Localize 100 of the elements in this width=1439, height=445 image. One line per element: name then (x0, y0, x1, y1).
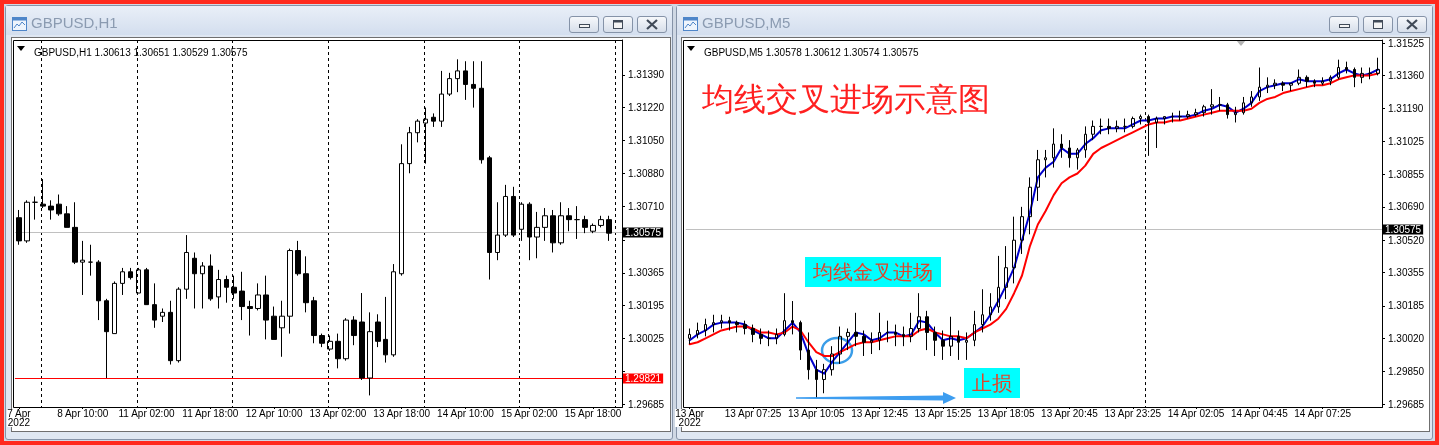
y-tick-label: 1.31390 (628, 69, 665, 81)
annotation: 均线交叉进场示意图 (701, 80, 990, 118)
candlestick (862, 329, 866, 357)
y-tick-label: 1.30520 (1388, 234, 1425, 246)
x-tick-label: 13 Apr 23:25 (1104, 408, 1162, 419)
chart-title: GBPUSD,M5 (702, 14, 791, 32)
candlestick (830, 345, 834, 377)
candlestick (933, 326, 937, 357)
candlestick (1115, 120, 1119, 133)
candlestick (1131, 116, 1135, 129)
candlestick (343, 317, 349, 362)
candlestick (767, 329, 771, 347)
candlestick (399, 143, 404, 277)
candlestick (550, 209, 556, 253)
candlestick (319, 333, 325, 348)
candlestick (917, 292, 921, 333)
candlestick (80, 240, 85, 296)
y-tick-label: 1.30025 (628, 332, 665, 344)
candlestick (192, 251, 197, 309)
candlestick (72, 201, 78, 265)
candlestick (287, 248, 293, 335)
y-tick-label: 1.29685 (1388, 398, 1425, 410)
candlestick (144, 267, 149, 306)
candlestick (1273, 78, 1277, 90)
candlestick (902, 326, 905, 347)
y-tick-label: 1.30710 (628, 200, 665, 212)
candlestick (56, 194, 62, 217)
x-tick-label: 7 Apr 2022 (7, 408, 32, 428)
candlestick (32, 195, 38, 221)
ref-line-label: 1.29821 (625, 373, 662, 384)
candlestick (1226, 102, 1229, 120)
candlestick (415, 118, 420, 143)
candlestick (838, 326, 842, 365)
x-tick-label: 15 Apr 02:00 (500, 408, 559, 419)
candlestick (1313, 78, 1316, 88)
candlestick (455, 58, 460, 93)
candlestick (1091, 120, 1095, 141)
candlestick (1218, 96, 1222, 112)
candlestick (534, 211, 540, 259)
candlestick (168, 300, 173, 366)
candlestick (997, 255, 1000, 314)
candlestick (1194, 108, 1198, 118)
y-tick-label: 1.31050 (628, 134, 665, 146)
candlestick (463, 60, 468, 101)
candlestick (1242, 96, 1245, 116)
candlestick (200, 261, 205, 309)
x-tick-label: 14 Apr 04:45 (1231, 408, 1289, 419)
candlestick (511, 186, 516, 238)
x-tick-label: 13 Apr 15:25 (914, 408, 972, 419)
candlestick (1068, 139, 1071, 169)
x-tick-label: 14 Apr 02:05 (1167, 408, 1225, 419)
annotation: 止损 (972, 371, 1012, 395)
candlestick (1360, 67, 1364, 84)
candlestick (989, 292, 992, 322)
candlestick (383, 296, 388, 364)
candlestick (688, 328, 691, 345)
candlestick (263, 275, 269, 340)
candlestick (981, 288, 984, 333)
candlestick (886, 320, 889, 343)
candlestick (973, 310, 976, 347)
candlestick (759, 328, 763, 345)
candlestick (495, 201, 500, 261)
candlestick (558, 201, 564, 246)
y-tick-label: 1.30185 (1388, 300, 1425, 312)
candlestick (566, 207, 572, 232)
candlestick (1250, 90, 1253, 108)
candlestick (791, 300, 794, 335)
y-tick-label: 1.31360 (1388, 69, 1425, 81)
candlestick (239, 271, 245, 321)
candlestick (925, 310, 929, 351)
y-tick-label: 1.30195 (628, 300, 665, 312)
x-tick-label: 15 Apr 18:00 (564, 408, 622, 419)
candlestick (311, 296, 317, 344)
candlestick (112, 280, 117, 335)
candlestick (582, 215, 588, 234)
candlestick (160, 307, 165, 323)
candlestick (1289, 82, 1293, 92)
candlestick (846, 328, 850, 351)
candlestick (1052, 127, 1055, 169)
candlestick (1202, 104, 1206, 118)
candlestick (822, 363, 826, 394)
x-tick-label: 8 Apr 10:00 (57, 408, 109, 419)
candlestick (152, 282, 157, 329)
candlestick (743, 320, 747, 335)
candlestick (1028, 176, 1032, 235)
candlestick (255, 282, 261, 311)
candlestick (783, 292, 786, 337)
text: GBPUSD,H1 1.30613 1.30651 1.30529 1.30575 (34, 46, 248, 58)
candlestick (1012, 216, 1016, 284)
chart-title: GBPUSD,H1 (31, 14, 118, 32)
y-tick-label: 1.30880 (628, 167, 665, 179)
candlestick (1107, 118, 1111, 135)
candlestick (120, 267, 125, 296)
candlestick (1337, 59, 1340, 80)
candlestick (894, 324, 897, 347)
candlestick (712, 314, 715, 333)
candlestick (735, 320, 739, 333)
candlestick (799, 320, 802, 361)
candlestick (775, 328, 778, 345)
candlestick (471, 60, 476, 109)
